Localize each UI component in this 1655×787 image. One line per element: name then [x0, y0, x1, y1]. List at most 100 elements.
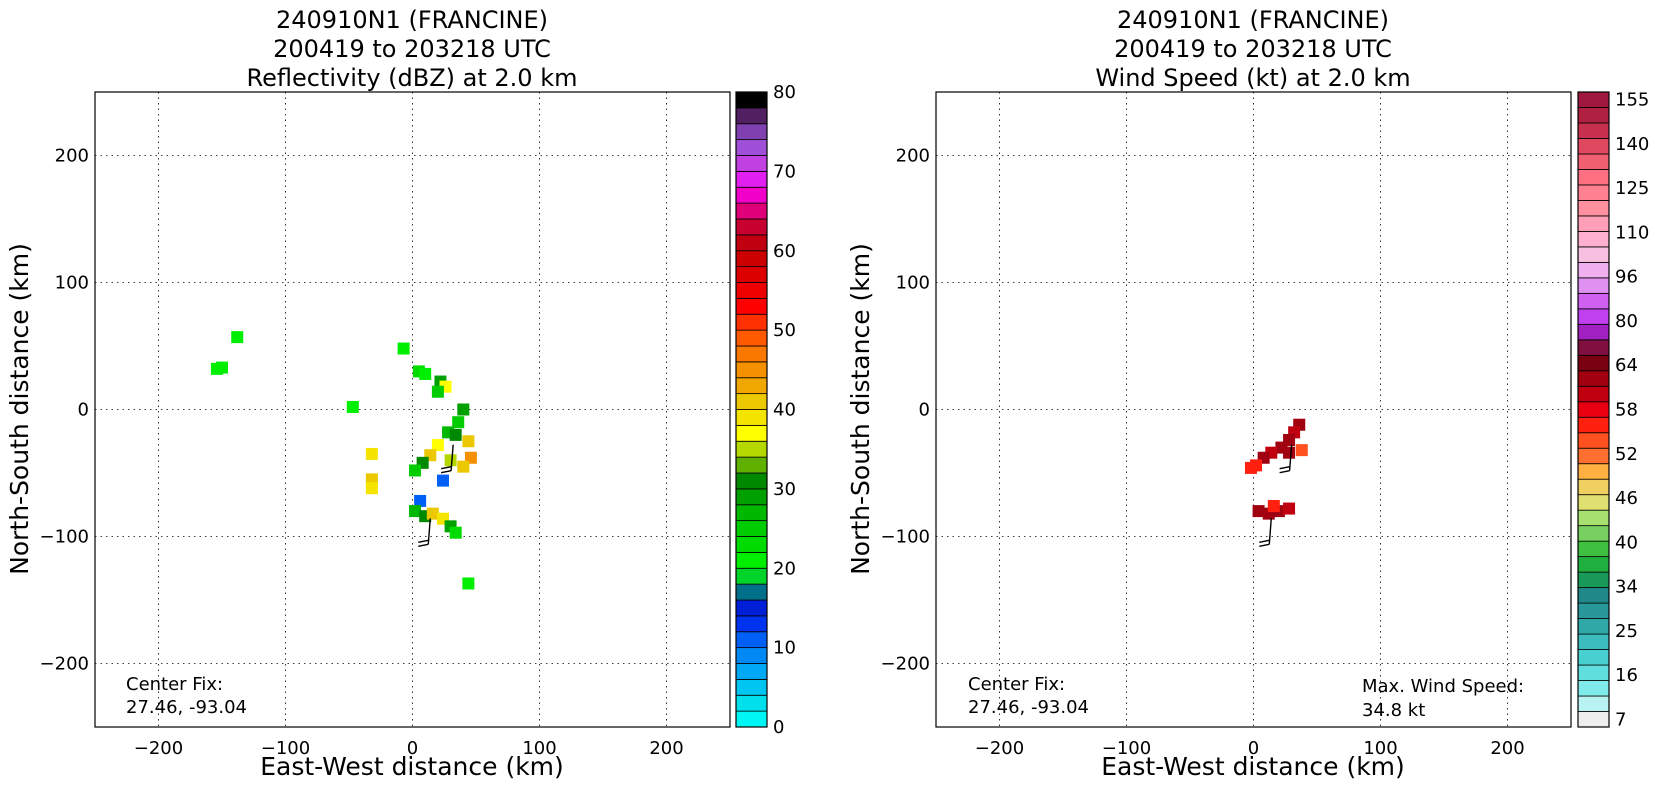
colorbar-segment: [1577, 649, 1610, 666]
wind-barb-flag: [1279, 465, 1290, 470]
data-cell: [419, 367, 432, 380]
data-cell: [414, 494, 427, 507]
colorbar-segment: [1577, 633, 1610, 650]
colorbar-tick-label: 30: [773, 479, 796, 500]
left-ytick-label: −100: [40, 527, 89, 548]
wind-barb-staff: [1288, 444, 1293, 471]
colorbar-tick-label: 96: [1615, 267, 1638, 288]
colorbar-segment: [1577, 463, 1610, 480]
colorbar-segment: [735, 536, 768, 553]
right-ytick-label: −100: [881, 527, 930, 548]
colorbar-tick-label: 25: [1615, 621, 1638, 642]
data-cell: [431, 439, 444, 452]
colorbar-segment: [735, 186, 768, 204]
colorbar-segment: [735, 647, 768, 664]
wind-barb-flag: [1259, 543, 1270, 547]
wind-barb-staff: [1268, 518, 1272, 545]
wind-barb-flag: [1259, 539, 1270, 543]
right-center-fix-value: 27.46, -93.04: [968, 697, 1089, 718]
colorbar-segment: [735, 297, 768, 315]
colorbar-segment: [735, 329, 768, 347]
colorbar-segment: [735, 551, 768, 569]
colorbar-segment: [735, 424, 768, 442]
colorbar-segment: [1577, 432, 1610, 449]
colorbar-segment: [735, 440, 768, 458]
data-cell: [431, 385, 444, 398]
colorbar-segment: [735, 615, 768, 633]
right-wind-barbs: [1259, 444, 1293, 547]
colorbar-segment: [1577, 323, 1610, 341]
left-xtick-label: 0: [407, 738, 418, 759]
wind-barb-flag: [418, 539, 429, 543]
data-cell: [449, 428, 462, 441]
right-xtick-label: 0: [1248, 738, 1259, 759]
colorbar-segment: [735, 694, 768, 712]
data-cell: [1283, 502, 1296, 515]
data-cell: [1244, 461, 1257, 474]
right-wind-cells: [1244, 418, 1308, 520]
right-xtick-label: −100: [1102, 738, 1151, 759]
right-ytick-label: 100: [896, 273, 930, 294]
colorbar-segment: [735, 202, 768, 220]
colorbar-segment: [1577, 571, 1610, 589]
colorbar-segment: [1577, 230, 1610, 248]
right-ytick-label: 0: [919, 400, 930, 421]
data-cell: [231, 331, 244, 344]
colorbar-segment: [735, 266, 768, 283]
colorbar-tick-label: 7: [1615, 709, 1626, 730]
right-ytick-label: 200: [896, 146, 930, 167]
wind-barb-flag: [441, 469, 452, 474]
colorbar-segment: [1577, 587, 1610, 604]
reflectivity-panel: 240910N1 (FRANCINE) 200419 to 203218 UTC…: [5, 6, 796, 781]
colorbar-tick-label: 50: [773, 320, 796, 341]
data-cell: [449, 526, 462, 539]
max-wind-speed-value: 34.8 kt: [1362, 700, 1425, 721]
colorbar-segment: [1577, 215, 1610, 232]
colorbar-segment: [1577, 339, 1610, 356]
colorbar-tick-label: 58: [1615, 400, 1638, 421]
right-x-axis-label: East-West distance (km): [1101, 752, 1405, 781]
right-xtick-label: −200: [975, 738, 1024, 759]
colorbar-segment: [735, 678, 768, 696]
left-ytick-label: 100: [55, 273, 89, 294]
left-grid: [95, 92, 730, 727]
colorbar-segment: [1577, 695, 1610, 712]
data-cell: [426, 507, 439, 520]
data-cell: [462, 435, 475, 448]
colorbar-tick-label: 16: [1615, 665, 1638, 686]
colorbar-segment: [1577, 540, 1610, 558]
colorbar-segment: [1577, 184, 1610, 201]
right-xtick-label: 100: [1363, 738, 1397, 759]
right-center-fix-label: Center Fix:: [968, 674, 1065, 695]
wind-speed-colorbar: 7 16 25 34 40 46 52 58 64 80 96 110 125 140 155: [1577, 90, 1649, 730]
colorbar-tick-label: 34: [1615, 577, 1638, 598]
colorbar-tick-label: 70: [773, 161, 796, 182]
colorbar-segment: [735, 282, 768, 299]
colorbar-segment: [735, 488, 768, 506]
data-cell: [1283, 446, 1296, 459]
colorbar-segment: [735, 91, 768, 109]
colorbar-segment: [1577, 680, 1610, 697]
colorbar-segment: [1577, 447, 1610, 465]
wind-barb-staff: [450, 444, 454, 471]
colorbar-tick-label: 110: [1615, 222, 1649, 243]
colorbar-segment: [1577, 478, 1610, 496]
left-center-fix-value: 27.46, -93.04: [126, 697, 247, 718]
data-cell: [1267, 500, 1280, 513]
colorbar-segment: [1577, 618, 1610, 635]
colorbar-segment: [1577, 401, 1610, 418]
colorbar-segment: [1577, 525, 1610, 542]
colorbar-tick-label: 20: [773, 558, 796, 579]
colorbar-segment: [1577, 602, 1610, 619]
colorbar-segment: [735, 345, 768, 363]
colorbar-segment: [735, 313, 768, 331]
colorbar-segment: [735, 631, 768, 649]
colorbar-segment: [735, 393, 768, 410]
colorbar-segment: [1577, 308, 1610, 325]
left-radar-cells: [210, 331, 477, 590]
colorbar-segment: [1577, 354, 1610, 372]
left-y-axis-label: North-South distance (km): [5, 243, 34, 575]
max-wind-speed-label: Max. Wind Speed:: [1362, 676, 1524, 697]
colorbar-segment: [735, 139, 768, 156]
